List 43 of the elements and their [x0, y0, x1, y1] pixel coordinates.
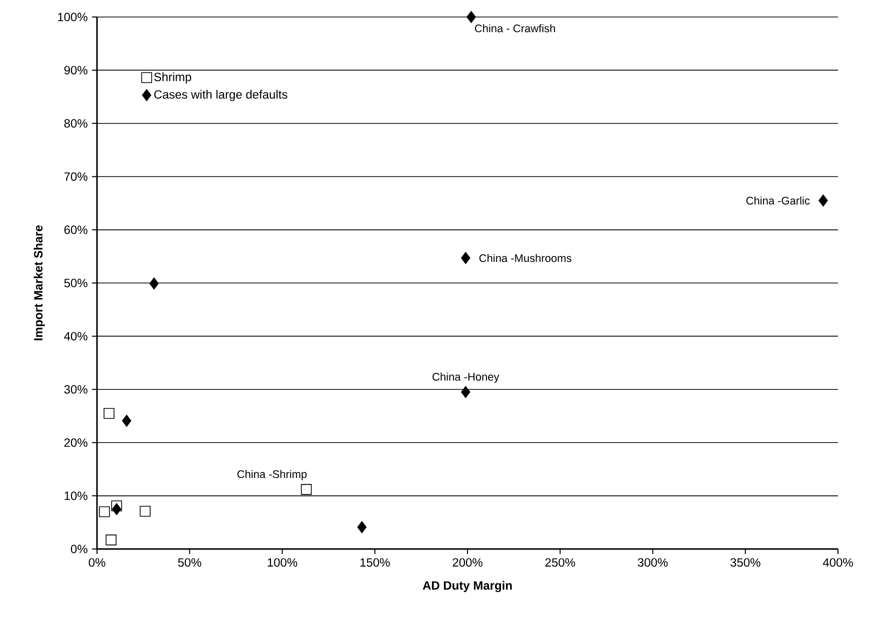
point — [818, 194, 828, 207]
point — [357, 520, 367, 534]
y-tick-label: 60% — [64, 226, 88, 234]
annotation: China - Crawfish — [474, 24, 555, 32]
legend-label: Cases with large defaults — [154, 90, 288, 102]
x-tick-label: 350% — [730, 558, 760, 567]
point — [300, 484, 312, 495]
y-tick-label: 20% — [64, 438, 88, 447]
y-tick-label: 40% — [64, 332, 88, 340]
y-tick-label: 90% — [64, 66, 88, 74]
legend-label: Shrimp — [154, 72, 192, 84]
x-tick-label: 400% — [822, 558, 853, 567]
point — [99, 506, 110, 518]
point — [149, 277, 159, 290]
x-tick-label: 50% — [178, 558, 202, 567]
annotation: China -Mushrooms — [479, 254, 572, 262]
point — [106, 534, 116, 546]
y-tick-label: 50% — [64, 278, 88, 288]
point — [111, 500, 122, 512]
x-tick-label: 150% — [360, 558, 390, 567]
point — [104, 408, 114, 419]
y-tick-label: 0% — [70, 544, 88, 554]
y-tick-label: 10% — [64, 492, 88, 500]
x-tick-label: 300% — [638, 558, 668, 567]
y-tick-label: 30% — [64, 385, 88, 394]
x-tick-label: 250% — [545, 558, 576, 567]
point — [112, 502, 122, 516]
x-tick-label: 200% — [452, 558, 482, 567]
y-tick-label: 80% — [64, 119, 88, 128]
annotation: China -Honey — [432, 372, 500, 383]
point — [466, 10, 476, 24]
annotation: China -Shrimp — [237, 470, 307, 480]
y-tick-label: 70% — [64, 172, 88, 181]
y-axis-title: Import Market Share — [34, 225, 45, 340]
point — [122, 414, 132, 427]
x-axis-title: AD Duty Margin — [422, 580, 512, 592]
point — [460, 252, 470, 264]
annotation: China -Garlic — [746, 196, 810, 205]
point — [460, 386, 470, 398]
y-tick-label: 100% — [58, 12, 88, 22]
point — [140, 506, 151, 517]
x-tick-label: 100% — [268, 558, 298, 567]
x-tick-label: 0% — [88, 558, 106, 567]
